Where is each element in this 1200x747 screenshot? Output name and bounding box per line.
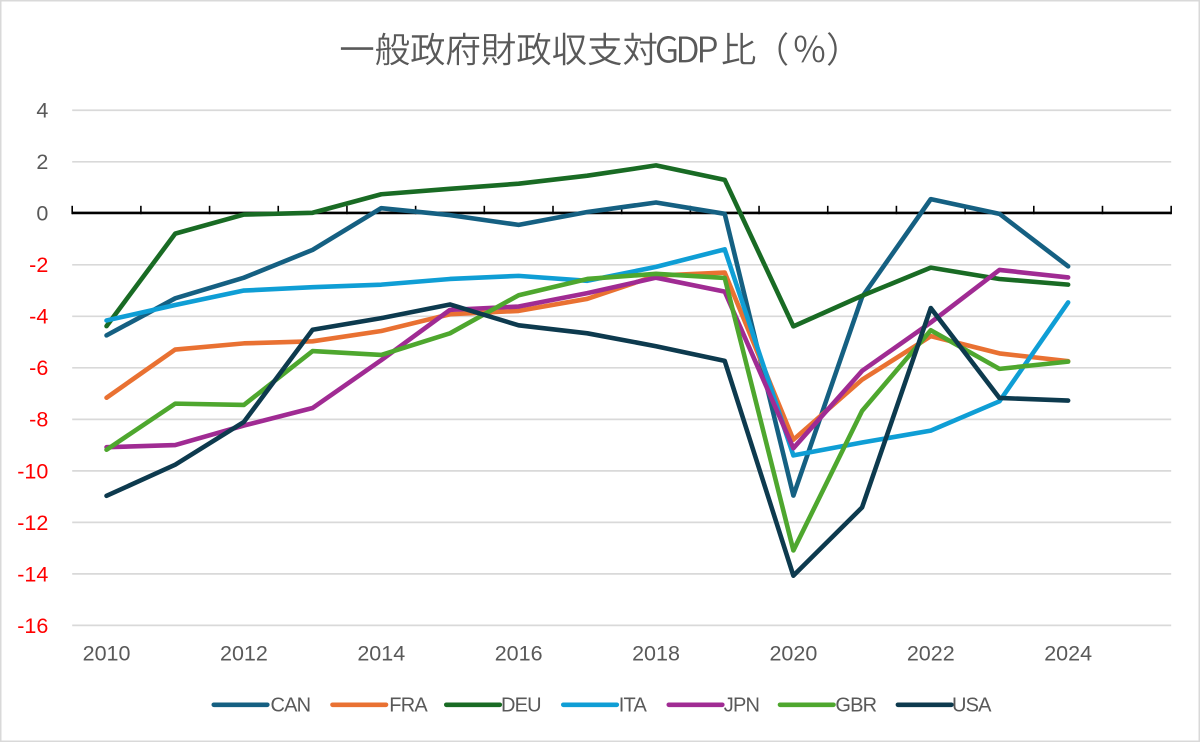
svg-text:2: 2 bbox=[36, 150, 48, 174]
svg-text:2016: 2016 bbox=[495, 642, 543, 666]
svg-text:2018: 2018 bbox=[632, 642, 680, 666]
svg-text:-8: -8 bbox=[29, 408, 48, 432]
svg-text:0: 0 bbox=[36, 202, 48, 226]
svg-text:2024: 2024 bbox=[1044, 642, 1092, 666]
svg-text:DEU: DEU bbox=[501, 694, 541, 716]
svg-text:-14: -14 bbox=[17, 562, 48, 586]
svg-text:-2: -2 bbox=[29, 253, 48, 277]
svg-text:JPN: JPN bbox=[724, 694, 759, 716]
svg-text:-4: -4 bbox=[29, 305, 48, 329]
svg-text:CAN: CAN bbox=[271, 694, 311, 716]
svg-text:2020: 2020 bbox=[769, 642, 817, 666]
svg-text:-16: -16 bbox=[17, 614, 48, 638]
svg-text:-10: -10 bbox=[17, 459, 48, 483]
svg-text:-6: -6 bbox=[29, 356, 48, 380]
svg-text:2010: 2010 bbox=[83, 642, 131, 666]
svg-text:-12: -12 bbox=[17, 511, 48, 535]
svg-text:2014: 2014 bbox=[357, 642, 405, 666]
svg-text:USA: USA bbox=[952, 694, 992, 716]
svg-text:2012: 2012 bbox=[220, 642, 268, 666]
svg-text:GBR: GBR bbox=[835, 694, 876, 716]
svg-text:4: 4 bbox=[36, 99, 48, 123]
svg-text:FRA: FRA bbox=[389, 694, 428, 716]
svg-text:ITA: ITA bbox=[619, 694, 648, 716]
svg-text:2022: 2022 bbox=[907, 642, 955, 666]
